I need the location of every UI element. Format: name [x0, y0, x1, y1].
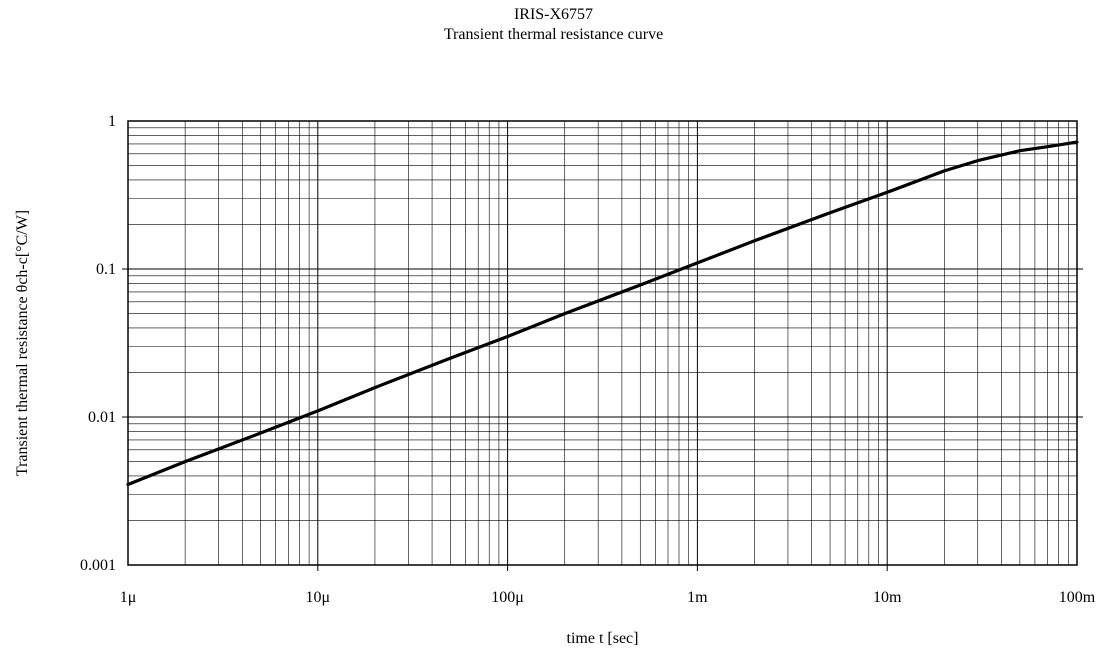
series-layer — [126, 140, 1079, 487]
x-tick-label: 100μ — [491, 589, 524, 606]
y-tick-labels: 0.001 0.01 0.1 1 — [80, 113, 116, 574]
x-tick-labels: 1μ 10μ 100μ 1m 10m 100m — [120, 589, 1096, 606]
x-tick-label: 1m — [687, 589, 708, 606]
y-tick-label: 0.001 — [80, 557, 116, 574]
thermal-resistance-curve — [126, 140, 1079, 487]
x-tick-label: 100m — [1059, 589, 1096, 606]
x-tick-label: 10μ — [306, 589, 331, 606]
chart-title: IRIS-X6757 — [513, 6, 594, 23]
minor-gridlines — [128, 121, 1077, 565]
y-axis-label: Transient thermal resistance θch-c[°C/W] — [14, 210, 31, 476]
x-tick-label: 10m — [873, 589, 902, 606]
y-tick-label: 1 — [108, 113, 116, 130]
x-axis-label: time t [sec] — [567, 630, 639, 647]
x-tick-label: 1μ — [120, 589, 137, 606]
y-tick-label: 0.1 — [96, 261, 116, 278]
y-tick-label: 0.01 — [88, 409, 116, 426]
major-gridlines — [122, 121, 1083, 571]
plot-frame — [127, 120, 1078, 566]
chart-subtitle: Transient thermal resistance curve — [443, 26, 664, 43]
